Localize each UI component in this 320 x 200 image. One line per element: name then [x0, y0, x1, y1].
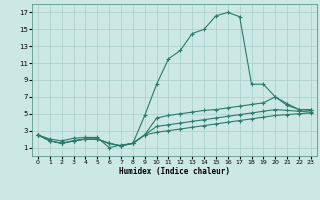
X-axis label: Humidex (Indice chaleur): Humidex (Indice chaleur) — [119, 167, 230, 176]
